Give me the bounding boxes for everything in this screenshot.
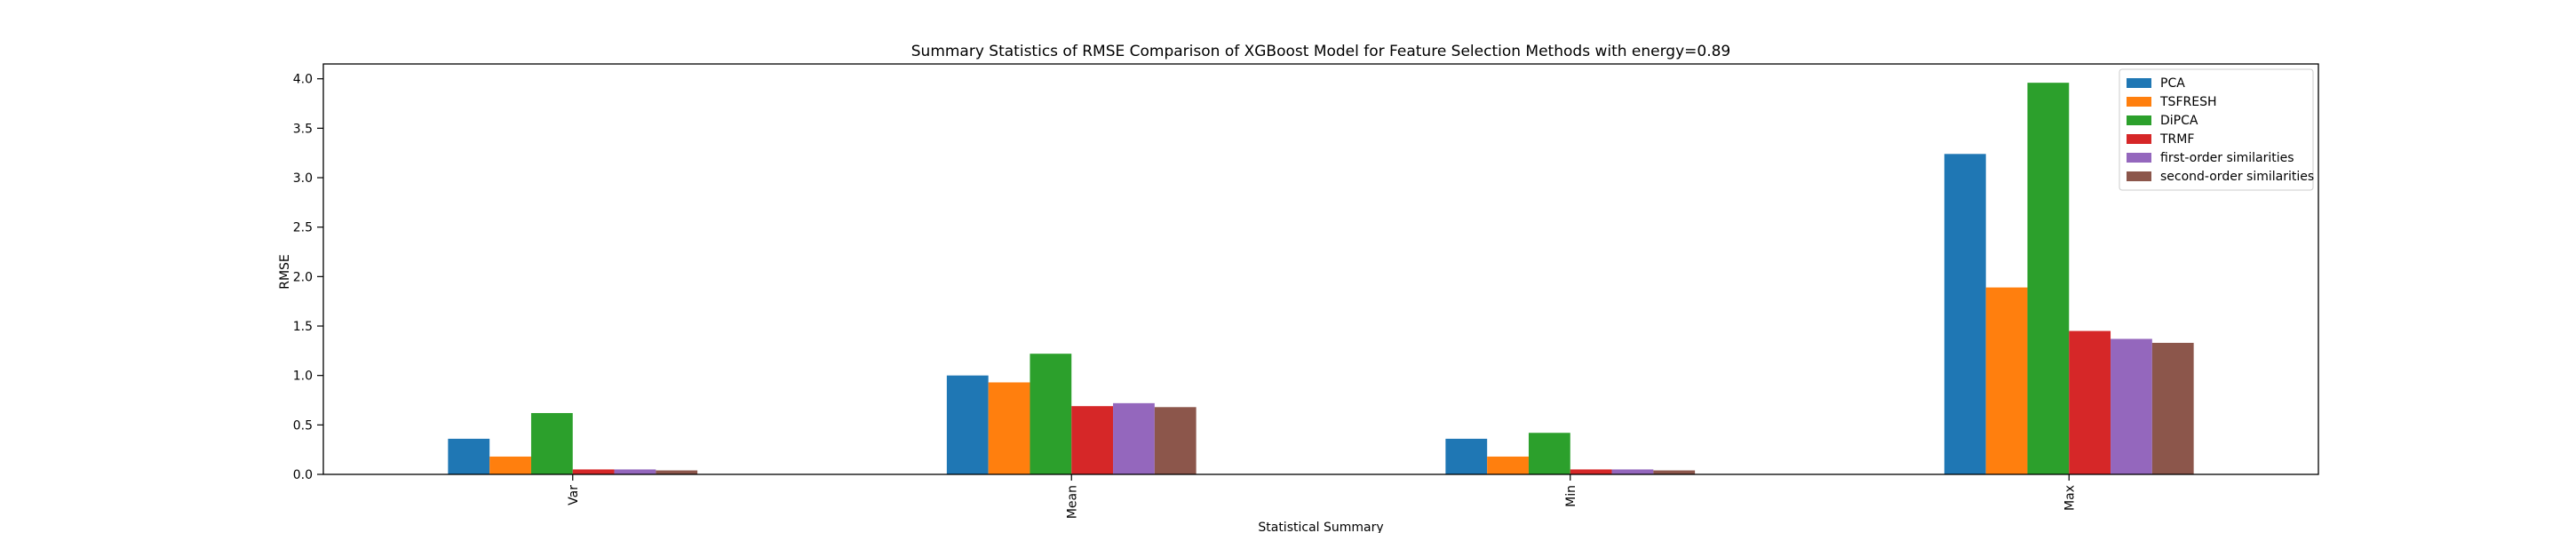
bar-min-pca <box>1445 438 1488 474</box>
bar-min-dipca <box>1528 433 1570 474</box>
bar-var-trmf <box>572 469 615 474</box>
bar-min-tsfresh <box>1487 456 1529 474</box>
legend-entry: TRMF <box>2159 132 2194 147</box>
x-axis: Var Mean Min Max <box>567 474 2077 519</box>
legend-swatch <box>2127 153 2151 163</box>
bar-max-pca <box>1944 154 1986 474</box>
x-tick-label: Mean <box>1065 485 1079 519</box>
y-tick-label: 0.5 <box>293 418 313 433</box>
bar-min-first-order-similarities <box>1611 469 1654 474</box>
bar-max-trmf <box>2069 330 2111 474</box>
legend-swatch <box>2127 115 2151 125</box>
legend-entry: TSFRESH <box>2159 95 2216 109</box>
y-axis: 0.0 0.5 1.0 1.5 2.0 2.5 3.0 3.5 4.0 <box>293 73 323 482</box>
plot-frame <box>322 63 2319 475</box>
bar-mean-tsfresh <box>988 382 1030 474</box>
bar-var-tsfresh <box>489 456 531 474</box>
bar-var-first-order-similarities <box>614 469 656 474</box>
y-tick-label: 4.0 <box>293 73 313 87</box>
legend-entry: PCA <box>2160 76 2185 91</box>
bar-mean-first-order-similarities <box>1113 402 1155 474</box>
bar-var-second-order-similarities <box>656 470 698 474</box>
bar-min-second-order-similarities <box>1653 470 1696 474</box>
y-tick-label: 2.5 <box>293 221 313 235</box>
bar-mean-pca <box>946 375 989 474</box>
y-tick-label: 1.0 <box>293 370 313 384</box>
bar-var-dipca <box>530 412 573 474</box>
bar-min-trmf <box>1570 469 1612 474</box>
legend-swatch <box>2127 97 2151 107</box>
y-tick-label: 2.0 <box>293 270 313 284</box>
legend-swatch <box>2127 134 2151 144</box>
legend-box <box>2119 68 2314 191</box>
bar-var-pca <box>448 438 490 474</box>
x-tick-label: Max <box>2063 485 2077 511</box>
x-tick-label: Var <box>567 485 581 505</box>
legend-swatch <box>2127 78 2151 88</box>
y-tick-label: 0.0 <box>293 468 313 482</box>
legend-entry: second-order similarities <box>2160 170 2314 184</box>
x-axis-label: Statistical Summary <box>1258 521 1383 533</box>
y-axis-label: RMSE <box>278 254 292 290</box>
y-tick-label: 1.5 <box>293 320 313 334</box>
legend: PCA TSFRESH DiPCA TRMF first-order similarit… <box>2119 68 2314 191</box>
y-tick-label: 3.5 <box>293 122 313 136</box>
bar-max-second-order-similarities <box>2151 342 2194 474</box>
bar-mean-dipca <box>1030 354 1072 474</box>
y-tick-label: 3.0 <box>293 171 313 186</box>
x-tick-label: Min <box>1564 485 1578 507</box>
bars <box>448 83 2194 475</box>
bar-mean-trmf <box>1071 406 1114 474</box>
bar-max-tsfresh <box>1985 287 2028 474</box>
bar-max-dipca <box>2027 83 2070 475</box>
legend-entry: DiPCA <box>2160 114 2198 128</box>
legend-entry: first-order similarities <box>2160 151 2294 165</box>
legend-swatch <box>2127 171 2151 181</box>
bar-mean-second-order-similarities <box>1154 407 1197 474</box>
chart-title: Summary Statistics of RMSE Comparison of… <box>911 43 1731 60</box>
bar-max-first-order-similarities <box>2111 338 2152 474</box>
